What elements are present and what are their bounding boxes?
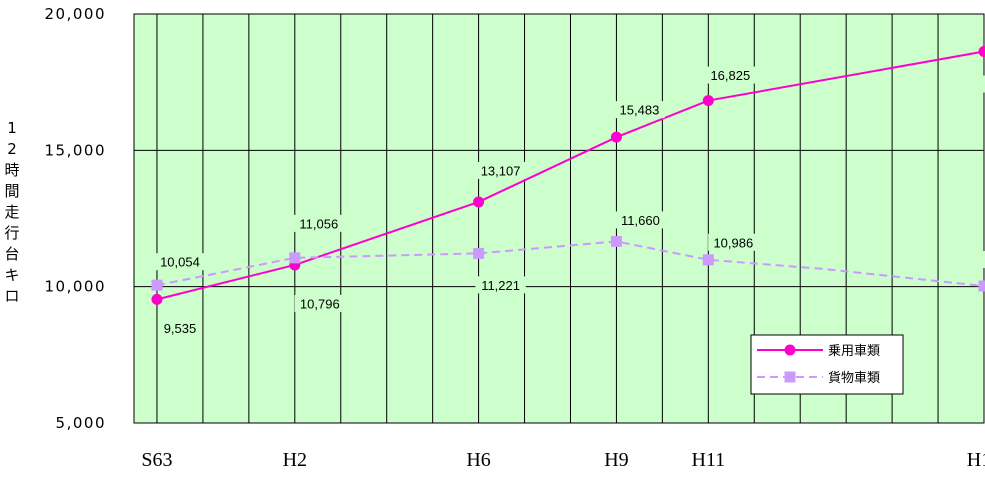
y-axis-label-char: 走 — [4, 203, 20, 221]
x-tick-label: H11 — [691, 449, 725, 471]
x-tick-label: H9 — [604, 449, 628, 471]
data-label-bg — [475, 276, 526, 294]
legend-label: 乗用車類 — [828, 344, 880, 359]
data-label-bg — [980, 75, 985, 93]
data-label: 10,986 — [713, 235, 753, 250]
y-tick-label: 5,000 — [56, 414, 106, 432]
data-label: 11,056 — [299, 216, 338, 231]
data-point-marker-square — [610, 235, 622, 247]
data-label-bg — [293, 214, 345, 232]
y-axis-ticks: 5,000 10,000 15,000 20,000 — [45, 5, 107, 432]
data-label-bg — [158, 319, 202, 337]
data-point-marker-circle — [978, 46, 985, 58]
legend-marker-circle — [784, 344, 796, 356]
data-point-marker-square — [473, 247, 485, 259]
y-tick-label: 10,000 — [45, 278, 107, 296]
y-axis-label-char: 間 — [4, 182, 20, 200]
data-label-bg — [154, 253, 206, 271]
data-label: 15,483 — [620, 103, 660, 118]
plot-border — [133, 13, 985, 424]
y-axis-label: 1 2 時間走行台キロ — [2, 118, 22, 307]
y-tick-label: 20,000 — [45, 5, 107, 23]
data-label-bg — [614, 101, 665, 119]
data-label: 13,107 — [481, 163, 521, 178]
data-label-bg — [981, 251, 985, 269]
y-axis-label-char: 台 — [4, 245, 20, 263]
data-label-bg — [705, 66, 756, 84]
data-labels: 9,53510,79613,10715,48316,82518,62310,05… — [154, 66, 985, 337]
data-point-marker-square — [702, 254, 714, 266]
data-point-marker-circle — [702, 95, 714, 107]
y-axis-label-char: 1 — [7, 119, 17, 137]
data-label-bg — [294, 294, 346, 312]
y-axis-label-char: 時 — [4, 161, 20, 179]
y-axis-label-char: 行 — [4, 224, 20, 242]
legend-marker-square — [784, 371, 796, 383]
data-label: 9,535 — [164, 321, 197, 336]
data-point-marker-circle — [151, 293, 163, 305]
data-point-marker-square — [151, 279, 163, 291]
series-markers — [151, 46, 985, 305]
x-axis-ticks: S63 H2 H6 H9 H11 H17 — [141, 449, 985, 471]
data-label: 11,660 — [621, 213, 660, 228]
y-axis-label-char: ロ — [4, 287, 20, 305]
y-axis-label-char: キ — [4, 266, 20, 284]
data-point-marker-circle — [610, 131, 622, 143]
y-axis-label-char: 2 — [7, 140, 17, 158]
series-line-1 — [156, 50, 985, 301]
x-tick-label: S63 — [141, 449, 172, 471]
legend-label: 貨物車類 — [828, 370, 880, 386]
x-tick-label: H17 — [967, 449, 985, 471]
data-label: 10,796 — [300, 296, 340, 311]
y-tick-label: 15,000 — [45, 141, 107, 159]
data-label-bg — [615, 211, 666, 229]
data-label: 16,825 — [710, 68, 750, 83]
data-label: 10,054 — [160, 255, 200, 270]
x-tick-label: H6 — [466, 449, 490, 471]
x-tick-label: H2 — [283, 449, 307, 471]
data-label-bg — [475, 161, 526, 179]
data-point-marker-circle — [473, 196, 485, 208]
data-point-marker-square — [978, 280, 985, 292]
data-label: 11,221 — [481, 278, 520, 293]
legend-box — [750, 334, 904, 395]
data-point-marker-square — [289, 252, 301, 264]
data-label-bg — [708, 233, 759, 251]
